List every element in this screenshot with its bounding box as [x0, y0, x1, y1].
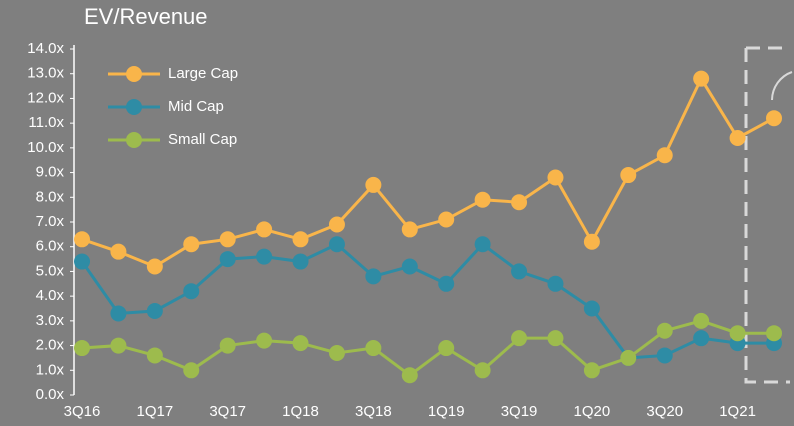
point [146, 258, 163, 275]
point [511, 194, 528, 211]
point [547, 330, 564, 347]
y-tick-label: 11.0x [28, 114, 64, 131]
y-tick-label: 14.0x [27, 40, 64, 57]
legend-marker [126, 132, 142, 148]
point [656, 322, 673, 339]
legend-marker [126, 66, 142, 82]
point [256, 332, 273, 349]
point [656, 147, 673, 164]
y-tick-label: 8.0x [36, 188, 65, 205]
point [74, 340, 90, 357]
point [583, 300, 600, 317]
point [474, 362, 491, 379]
legend-label: Large Cap [168, 65, 238, 82]
x-tick-label: 3Q16 [64, 403, 101, 420]
point [693, 70, 710, 87]
point [620, 167, 637, 184]
point [474, 236, 491, 253]
point [729, 325, 746, 342]
legend-label: Small Cap [168, 131, 237, 148]
y-tick-label: 7.0x [36, 213, 65, 230]
y-tick-label: 3.0x [36, 312, 65, 329]
point [438, 211, 455, 228]
point [474, 191, 491, 208]
y-tick-label: 5.0x [36, 262, 65, 279]
point [438, 340, 455, 357]
point [729, 129, 746, 146]
point [401, 221, 418, 238]
y-tick-label: 13.0x [27, 65, 64, 82]
decoration [771, 71, 793, 101]
point [693, 312, 710, 329]
x-tick-label: 1Q18 [282, 403, 319, 420]
y-tick-label: 6.0x [36, 238, 65, 255]
x-tick-label: 3Q18 [355, 403, 392, 420]
y-tick-label: 0.0x [36, 386, 65, 403]
point [146, 302, 163, 319]
point [511, 263, 528, 280]
point [292, 335, 309, 352]
point [74, 253, 90, 270]
point [365, 340, 382, 357]
point [110, 305, 127, 322]
point [365, 176, 382, 193]
x-tick-label: 1Q17 [136, 403, 173, 420]
point [183, 236, 200, 253]
y-tick-label: 10.0x [27, 139, 64, 156]
point [583, 233, 600, 250]
point [620, 349, 637, 366]
point [511, 330, 528, 347]
y-tick-label: 2.0x [36, 337, 65, 354]
x-tick-label: 1Q20 [574, 403, 611, 420]
point [183, 362, 200, 379]
point [328, 344, 345, 361]
x-tick-label: 1Q19 [428, 403, 465, 420]
y-tick-label: 9.0x [36, 164, 65, 181]
x-tick-label: 3Q19 [501, 403, 538, 420]
legend-marker [126, 99, 142, 115]
point [110, 243, 127, 260]
point [110, 337, 127, 354]
point [292, 253, 309, 270]
point [219, 231, 236, 248]
chart-title: EV/Revenue [84, 4, 208, 29]
point [547, 275, 564, 292]
point [656, 347, 673, 364]
y-tick-label: 4.0x [36, 287, 65, 304]
point [292, 231, 309, 248]
series-line [80, 242, 774, 360]
x-tick-label: 3Q17 [209, 403, 246, 420]
point [256, 221, 273, 238]
point [693, 330, 710, 347]
point [438, 275, 455, 292]
x-tick-label: 3Q20 [646, 403, 683, 420]
point [219, 251, 236, 268]
point [365, 268, 382, 285]
point [401, 367, 418, 384]
legend-label: Mid Cap [168, 98, 224, 115]
point [401, 258, 418, 275]
point [74, 231, 90, 248]
y-tick-label: 1.0x [36, 361, 65, 378]
y-tick-label: 12.0x [27, 89, 64, 106]
highlight-box [744, 46, 790, 384]
point [583, 362, 600, 379]
point [256, 248, 273, 265]
point [219, 337, 236, 354]
point [146, 347, 163, 364]
point [547, 169, 564, 186]
point [766, 110, 782, 127]
x-tick-label: 1Q21 [719, 403, 756, 420]
point [183, 283, 200, 300]
point [328, 236, 345, 253]
point [328, 216, 345, 233]
point [766, 325, 782, 342]
